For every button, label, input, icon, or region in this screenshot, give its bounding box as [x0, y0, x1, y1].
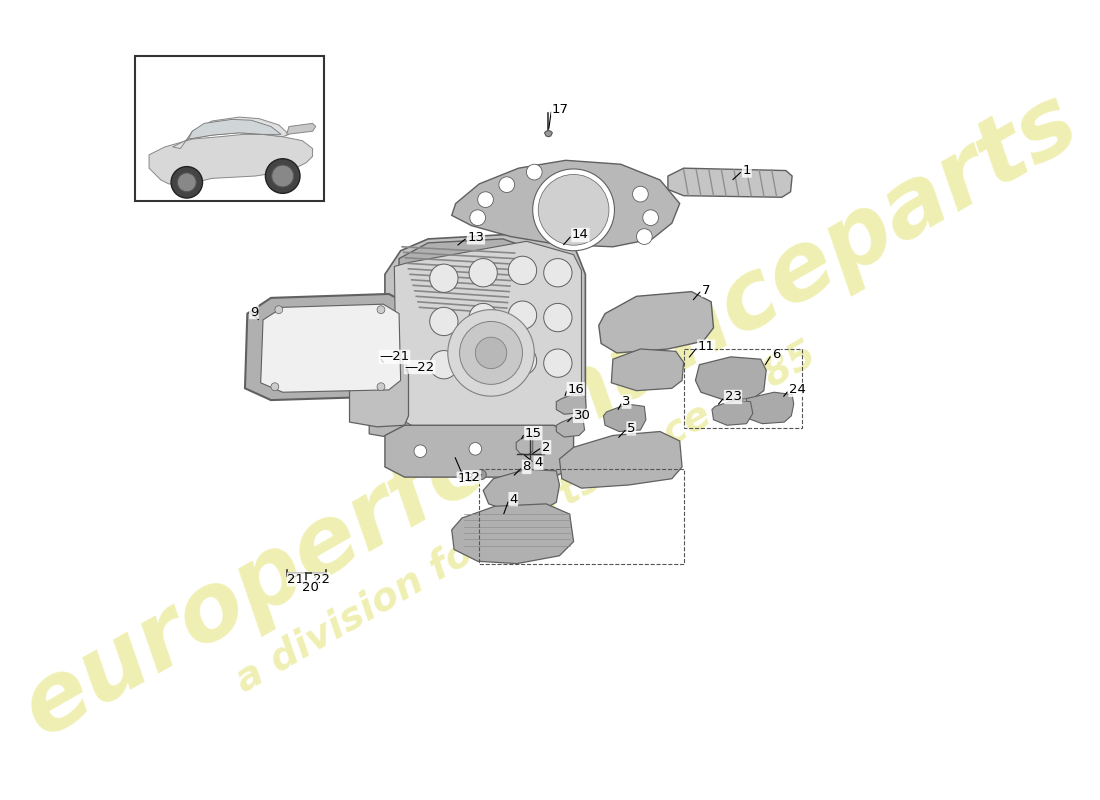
Circle shape	[377, 382, 385, 390]
Text: 14: 14	[572, 229, 588, 242]
Text: 5: 5	[627, 422, 636, 435]
Text: 23: 23	[725, 390, 741, 403]
Circle shape	[430, 350, 458, 379]
Text: 20: 20	[301, 581, 318, 594]
Polygon shape	[287, 123, 316, 134]
Polygon shape	[245, 294, 412, 400]
Text: 22: 22	[312, 573, 330, 586]
Circle shape	[177, 173, 196, 192]
Circle shape	[275, 306, 283, 314]
Circle shape	[508, 256, 537, 285]
Polygon shape	[598, 292, 714, 353]
Circle shape	[272, 165, 294, 187]
Polygon shape	[557, 394, 586, 414]
Polygon shape	[745, 392, 794, 424]
Polygon shape	[712, 400, 752, 426]
Circle shape	[538, 174, 609, 246]
Text: 11: 11	[697, 340, 715, 353]
Circle shape	[460, 322, 522, 384]
Polygon shape	[560, 431, 682, 488]
Circle shape	[543, 303, 572, 332]
Circle shape	[477, 192, 494, 207]
Bar	[135, 56, 323, 201]
Text: 8: 8	[522, 461, 531, 474]
Polygon shape	[188, 119, 282, 139]
Text: 4: 4	[535, 457, 542, 470]
Polygon shape	[350, 357, 408, 427]
Text: 9: 9	[250, 306, 258, 318]
Polygon shape	[385, 426, 573, 477]
Polygon shape	[150, 134, 312, 184]
Text: 3: 3	[623, 395, 630, 408]
Text: 12: 12	[463, 470, 481, 484]
Polygon shape	[370, 369, 428, 438]
Text: 21: 21	[287, 573, 305, 586]
Polygon shape	[483, 470, 560, 512]
Circle shape	[469, 348, 497, 377]
Bar	[683, 349, 802, 428]
Text: —22: —22	[405, 361, 435, 374]
Circle shape	[271, 382, 278, 390]
Circle shape	[470, 210, 485, 226]
Text: a division for parts since 1985: a division for parts since 1985	[230, 335, 824, 701]
Circle shape	[532, 169, 615, 250]
Circle shape	[475, 337, 507, 369]
Text: europerformanceparts: europerformanceparts	[7, 75, 1093, 756]
Text: 2: 2	[542, 441, 551, 454]
Circle shape	[469, 258, 497, 287]
Text: 1: 1	[742, 164, 751, 177]
Polygon shape	[695, 357, 767, 400]
Text: 13: 13	[468, 231, 484, 244]
Polygon shape	[452, 160, 680, 246]
Text: 4: 4	[509, 493, 517, 506]
Text: 24: 24	[789, 383, 806, 396]
Circle shape	[414, 445, 427, 458]
Bar	[480, 470, 683, 564]
Circle shape	[469, 303, 497, 332]
Polygon shape	[557, 418, 584, 437]
Circle shape	[527, 164, 542, 180]
Circle shape	[543, 349, 572, 378]
Text: 17: 17	[551, 102, 569, 116]
Circle shape	[430, 307, 458, 336]
Polygon shape	[399, 239, 518, 312]
Circle shape	[543, 258, 572, 287]
Polygon shape	[544, 130, 552, 137]
Circle shape	[469, 442, 482, 455]
Polygon shape	[173, 117, 289, 149]
Circle shape	[632, 186, 648, 202]
Text: 6: 6	[772, 348, 780, 361]
Text: 16: 16	[568, 382, 584, 395]
Circle shape	[637, 229, 652, 245]
Polygon shape	[452, 504, 573, 564]
Circle shape	[642, 210, 659, 226]
Polygon shape	[385, 234, 585, 439]
Circle shape	[508, 301, 537, 330]
Polygon shape	[261, 304, 400, 392]
Polygon shape	[604, 404, 646, 431]
Circle shape	[430, 264, 458, 292]
Circle shape	[377, 306, 385, 314]
Text: 7: 7	[702, 283, 711, 297]
Text: 15: 15	[525, 426, 542, 440]
Circle shape	[477, 470, 486, 479]
Circle shape	[448, 310, 535, 396]
Text: —21: —21	[379, 350, 409, 363]
Circle shape	[172, 166, 202, 198]
Circle shape	[508, 346, 537, 375]
Polygon shape	[612, 349, 683, 390]
Polygon shape	[668, 168, 792, 198]
Text: 18: 18	[458, 472, 474, 486]
Circle shape	[499, 177, 515, 193]
Circle shape	[265, 158, 300, 194]
Polygon shape	[516, 435, 532, 455]
Polygon shape	[394, 242, 582, 431]
Text: 30: 30	[573, 410, 591, 422]
